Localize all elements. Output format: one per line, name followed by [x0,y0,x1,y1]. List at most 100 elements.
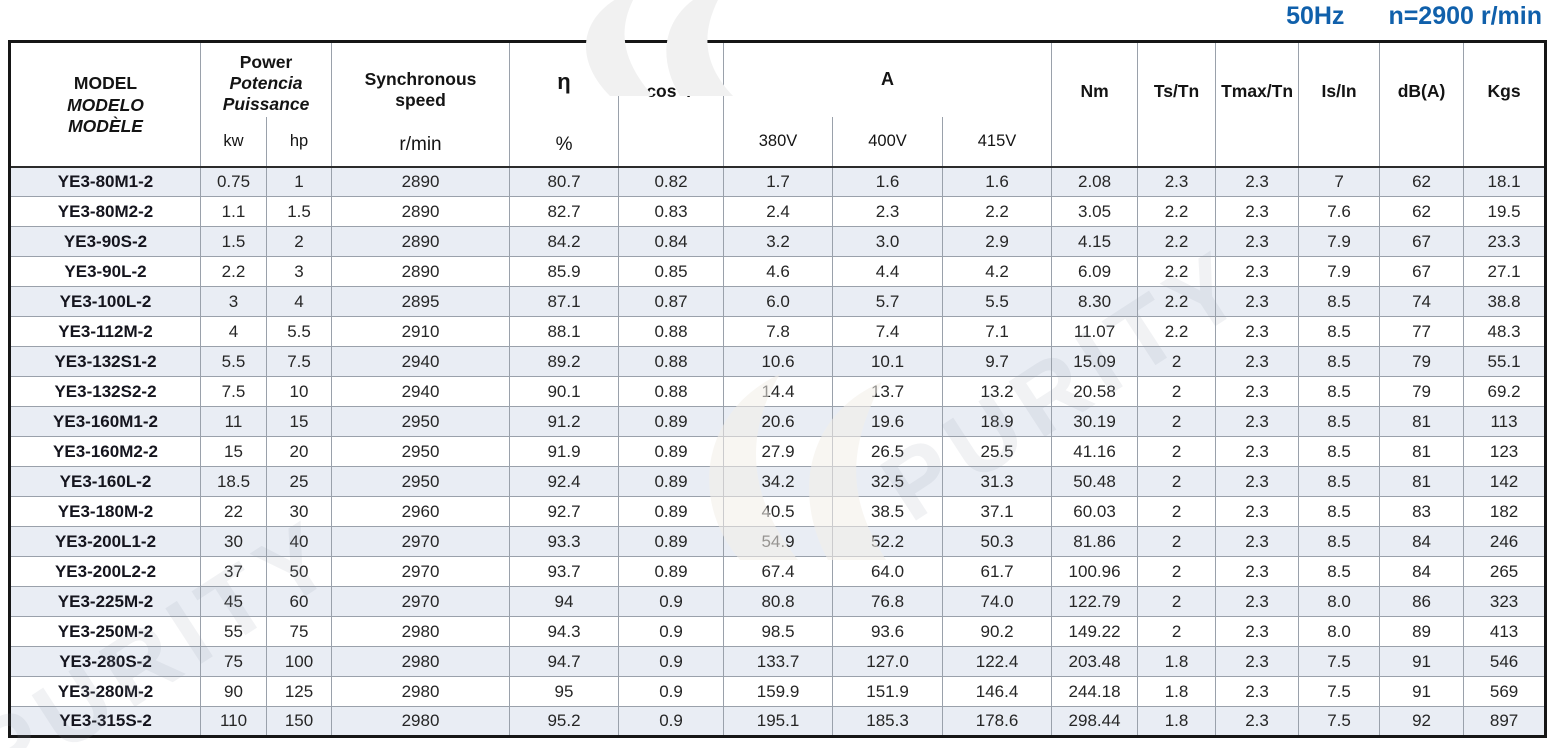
cell-a-400v: 19.6 [832,406,944,437]
cell-tmax-tn: 2.3 [1215,406,1300,437]
cell-hp: 4 [265,286,333,317]
header-power-en: Power [239,51,293,72]
cell-a-415v: 5.5 [942,286,1053,317]
table-row: YE3-80M1-2 0.75 1 2890 80.7 0.82 1.7 1.6 1.6 2.08… [9,165,1547,197]
cell-is-in: 7.5 [1298,676,1381,707]
cell-speed: 2980 [331,676,511,707]
table-row: YE3-180M-2 22 30 2960 92.7 0.89 40.5 38.5 37.1 60… [9,496,1547,527]
cell-a-415v: 90.2 [942,616,1053,647]
cell-kw: 0.75 [200,165,267,197]
cell-tmax-tn: 2.3 [1215,165,1300,197]
cell-a-400v: 4.4 [832,256,944,287]
cell-model: YE3-132S1-2 [9,346,201,377]
cell-hp: 20 [265,436,333,467]
cell-hp: 25 [265,466,333,497]
cell-kgs: 18.1 [1463,165,1547,197]
header-eta-unit: % [555,133,573,155]
table-row: YE3-280S-2 75 100 2980 94.7 0.9 133.7 127.0 122.… [9,646,1547,677]
cell-eta: 88.1 [509,316,620,347]
cell-is-in: 8.5 [1298,526,1381,557]
cell-nm: 2.08 [1051,165,1139,197]
cell-a-400v: 76.8 [832,586,944,617]
cell-eta: 93.7 [509,556,620,587]
cell-a-380v: 159.9 [723,676,834,707]
cell-ts-tn: 2 [1137,616,1217,647]
cell-is-in: 8.5 [1298,286,1381,317]
cell-speed: 2970 [331,556,511,587]
cell-db: 74 [1379,286,1465,317]
cell-kw: 30 [200,526,267,557]
cell-ts-tn: 2.2 [1137,256,1217,287]
cell-cos-phi: 0.89 [618,526,725,557]
header-power-fr: Puissance [222,94,310,115]
table-row: YE3-100L-2 3 4 2895 87.1 0.87 6.0 5.7 5.5 8.30 2.2… [9,286,1547,317]
cell-db: 81 [1379,406,1465,437]
cell-hp: 125 [265,676,333,707]
cell-kgs: 182 [1463,496,1547,527]
col-header-hp: hp [265,116,333,167]
cell-eta: 91.2 [509,406,620,437]
cell-a-380v: 20.6 [723,406,834,437]
cell-db: 67 [1379,226,1465,257]
cell-db: 92 [1379,706,1465,737]
cell-a-415v: 2.2 [942,196,1053,227]
cell-hp: 15 [265,406,333,437]
cell-a-400v: 13.7 [832,376,944,407]
cell-db: 84 [1379,556,1465,587]
cell-is-in: 7.9 [1298,256,1381,287]
cell-speed: 2980 [331,646,511,677]
cell-cos-phi: 0.84 [618,226,725,257]
cell-kw: 11 [200,406,267,437]
cell-cos-phi: 0.9 [618,586,725,617]
table-row: YE3-160L-2 18.5 25 2950 92.4 0.89 34.2 32.5 31.3… [9,466,1547,497]
cell-cos-phi: 0.85 [618,256,725,287]
speed-label: n=2900 r/min [1388,2,1542,30]
cell-is-in: 8.5 [1298,556,1381,587]
cell-model: YE3-225M-2 [9,586,201,617]
cell-eta: 84.2 [509,226,620,257]
cell-kw: 3 [200,286,267,317]
cell-a-415v: 13.2 [942,376,1053,407]
cell-cos-phi: 0.9 [618,616,725,647]
cell-model: YE3-80M1-2 [9,165,201,197]
cell-kw: 22 [200,496,267,527]
cell-speed: 2895 [331,286,511,317]
cell-eta: 95.2 [509,706,620,737]
cell-a-415v: 61.7 [942,556,1053,587]
cell-kw: 45 [200,586,267,617]
cell-nm: 298.44 [1051,706,1139,737]
cell-model: YE3-90S-2 [9,226,201,257]
cell-eta: 93.3 [509,526,620,557]
cell-a-415v: 1.6 [942,165,1053,197]
table-row: YE3-250M-2 55 75 2980 94.3 0.9 98.5 93.6 90.2 149… [9,616,1547,647]
cell-nm: 50.48 [1051,466,1139,497]
cell-a-380v: 40.5 [723,496,834,527]
cell-ts-tn: 2.3 [1137,165,1217,197]
cell-kgs: 413 [1463,616,1547,647]
cell-a-415v: 37.1 [942,496,1053,527]
cell-tmax-tn: 2.3 [1215,316,1300,347]
table-row: YE3-132S1-2 5.5 7.5 2940 89.2 0.88 10.6 10.1 9.7… [9,346,1547,377]
cell-a-415v: 9.7 [942,346,1053,377]
cell-a-400v: 26.5 [832,436,944,467]
cell-kw: 4 [200,316,267,347]
cell-tmax-tn: 2.3 [1215,526,1300,557]
header-sync-line2: speed [395,90,446,111]
cell-nm: 244.18 [1051,676,1139,707]
cell-db: 79 [1379,346,1465,377]
cell-eta: 80.7 [509,165,620,197]
cell-ts-tn: 1.8 [1137,706,1217,737]
cell-speed: 2940 [331,346,511,377]
cell-eta: 94.7 [509,646,620,677]
cell-a-400v: 185.3 [832,706,944,737]
cell-nm: 60.03 [1051,496,1139,527]
cell-speed: 2950 [331,466,511,497]
cell-cos-phi: 0.89 [618,436,725,467]
cell-hp: 3 [265,256,333,287]
cell-ts-tn: 2.2 [1137,286,1217,317]
cell-db: 89 [1379,616,1465,647]
cell-tmax-tn: 2.3 [1215,496,1300,527]
cell-a-415v: 25.5 [942,436,1053,467]
cell-model: YE3-160L-2 [9,466,201,497]
cell-a-380v: 67.4 [723,556,834,587]
